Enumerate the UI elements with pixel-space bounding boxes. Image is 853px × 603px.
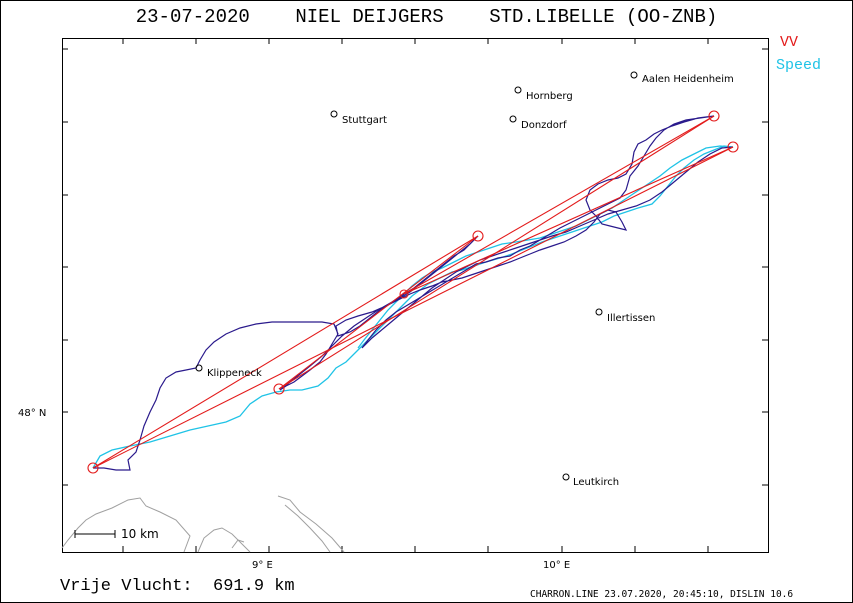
scale-bar <box>74 530 116 538</box>
place-marker-stuttgart <box>330 110 338 118</box>
scale-bar-label: 10 km <box>121 527 159 541</box>
credits-line: CHARRON.LINE 23.07.2020, 20:45:10, DISLI… <box>530 589 794 600</box>
place-label-aalen: Aalen Heidenheim <box>642 74 734 85</box>
task-leg-5 <box>403 146 734 295</box>
distance-summary: Vrije Vlucht: 691.9 km <box>60 577 295 596</box>
lat-label-48n: 48° N <box>18 408 46 419</box>
page-title: 23-07-2020 NIEL DEIJGERS STD.LIBELLE (OO… <box>135 6 718 28</box>
task-leg-4 <box>403 115 715 295</box>
plot-frame <box>62 38 769 553</box>
place-label-leutkirch: Leutkirch <box>573 477 619 488</box>
place-label-stuttgart: Stuttgart <box>342 115 387 126</box>
left-ticks <box>62 38 768 552</box>
task-leg-6 <box>92 146 734 469</box>
place-marker-aalen <box>630 71 638 79</box>
place-marker-illertissen <box>595 308 603 316</box>
place-markers <box>195 71 638 481</box>
place-marker-donzdorf <box>509 115 517 123</box>
turnpoint-5 <box>727 141 739 153</box>
legend-vv-label: VV <box>780 34 799 51</box>
turnpoint-start <box>87 462 99 474</box>
task-leg-1 <box>92 235 479 469</box>
lon-label-9e: 9° E <box>252 560 273 571</box>
place-label-hornberg: Hornberg <box>526 91 573 102</box>
place-label-klippeneck: Klippeneck <box>207 368 262 379</box>
turnpoint-3 <box>708 110 720 122</box>
legend-speed-label: Speed <box>776 57 822 74</box>
place-label-donzdorf: Donzdorf <box>521 120 567 131</box>
place-marker-leutkirch <box>562 473 570 481</box>
lake-outline <box>61 495 345 553</box>
place-marker-klippeneck <box>195 364 203 372</box>
turnpoints <box>87 110 739 474</box>
place-marker-hornberg <box>514 86 522 94</box>
task-legs <box>92 115 734 469</box>
turnpoint-4 <box>399 289 409 299</box>
flight-track-line <box>93 115 734 471</box>
lon-label-10e: 10° E <box>543 560 570 571</box>
turnpoint-2 <box>273 383 285 395</box>
place-label-illertissen: Illertissen <box>607 313 655 324</box>
turnpoint-1 <box>472 230 484 242</box>
task-leg-2 <box>278 235 479 390</box>
